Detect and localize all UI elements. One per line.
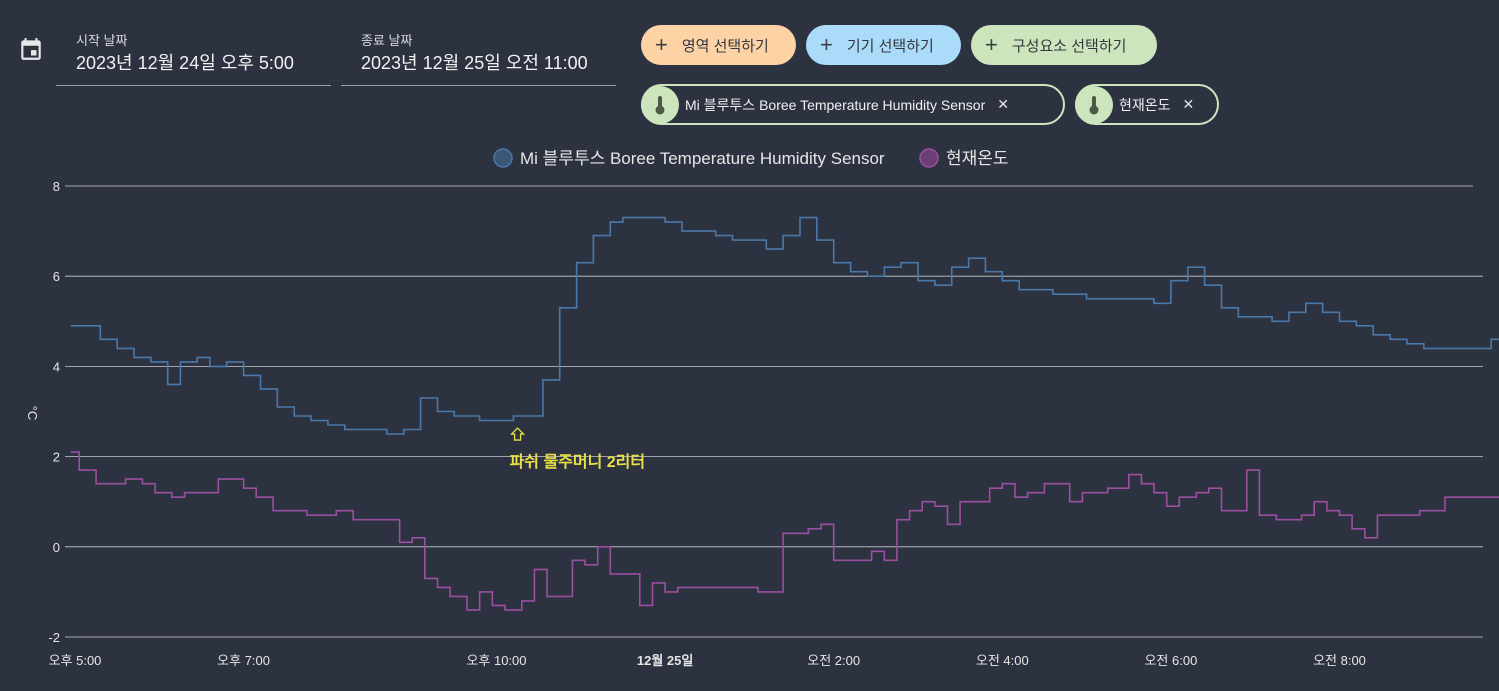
x-axis-ticks: 오후 5:00 오후 7:00 오후 10:00 12월 25일 오전 2:00 오전 4… [49, 653, 1366, 668]
x-tick-label: 오후 5:00 [49, 653, 102, 668]
thermometer-icon [641, 85, 679, 124]
plus-icon: + [820, 32, 833, 57]
annotation: 파쉬 물주머니 2리터 [510, 427, 646, 471]
remove-entity-icon[interactable]: ✕ [997, 96, 1009, 112]
start-date-value: 2023년 12월 24일 오후 5:00 [76, 53, 294, 73]
y-tick-label: 4 [53, 359, 60, 374]
x-tick-label: 오전 8:00 [1313, 653, 1366, 668]
x-tick-label: 12월 25일 [637, 653, 693, 668]
end-date-field[interactable]: 종료 날짜 2023년 12월 25일 오전 11:00 [341, 22, 616, 86]
entity-chip-label: 현재온도 [1119, 96, 1171, 113]
x-tick-label: 오전 6:00 [1144, 653, 1197, 668]
series-line-0[interactable] [70, 216, 1499, 435]
entity-chip-sensor[interactable]: Mi 블루투스 Boree Temperature Humidity Senso… [641, 84, 1065, 125]
annotation-text: 파쉬 물주머니 2리터 [510, 453, 646, 471]
y-tick-label: 6 [53, 269, 60, 284]
entity-chip-label: Mi 블루투스 Boree Temperature Humidity Senso… [685, 96, 986, 113]
start-date-label: 시작 날짜 [76, 33, 128, 48]
x-tick-label: 오전 2:00 [807, 653, 860, 668]
x-tick-label: 오전 4:00 [976, 653, 1029, 668]
start-date-field[interactable]: 시작 날짜 2023년 12월 24일 오후 5:00 [56, 22, 331, 86]
legend-label-sensor[interactable]: Mi 블루투스 Boree Temperature Humidity Senso… [520, 149, 885, 168]
add-area-button[interactable]: + 영역 선택하기 [641, 25, 796, 65]
remove-entity-icon[interactable]: ✕ [1182, 96, 1195, 112]
annotation-arrow-icon [510, 427, 526, 441]
y-axis-label: °C [25, 406, 40, 421]
end-date-value: 2023년 12월 25일 오전 11:00 [361, 53, 588, 73]
calendar-icon[interactable] [18, 36, 44, 62]
series-layer [70, 216, 1499, 611]
add-device-button[interactable]: + 기기 선택하기 [806, 25, 961, 65]
y-tick-label: 8 [53, 179, 60, 194]
add-device-label: 기기 선택하기 [846, 37, 934, 55]
y-tick-label: 0 [53, 540, 60, 555]
y-tick-label: -2 [48, 630, 60, 645]
series-line-1[interactable] [70, 451, 1499, 611]
legend-label-current-temp[interactable]: 현재온도 [946, 149, 1009, 168]
plus-icon: + [655, 32, 668, 57]
legend-marker-sensor[interactable] [493, 148, 513, 168]
x-tick-label: 오후 10:00 [466, 653, 526, 668]
end-date-label: 종료 날짜 [361, 33, 413, 48]
x-tick-label: 오후 7:00 [217, 653, 270, 668]
add-area-label: 영역 선택하기 [681, 37, 769, 55]
grid-lines [65, 185, 1483, 638]
entity-chip-current-temp[interactable]: 현재온도 ✕ [1075, 84, 1219, 125]
y-axis-ticks: 8 6 4 2 0 -2 [48, 179, 60, 645]
thermometer-icon [1075, 85, 1113, 124]
add-component-label: 구성요소 선택하기 [1011, 37, 1127, 55]
legend-marker-current-temp[interactable] [919, 148, 939, 168]
plus-icon: + [985, 32, 998, 57]
y-tick-label: 2 [53, 450, 60, 465]
chart-legend: Mi 블루투스 Boree Temperature Humidity Senso… [493, 148, 1009, 168]
add-component-button[interactable]: + 구성요소 선택하기 [971, 25, 1157, 65]
